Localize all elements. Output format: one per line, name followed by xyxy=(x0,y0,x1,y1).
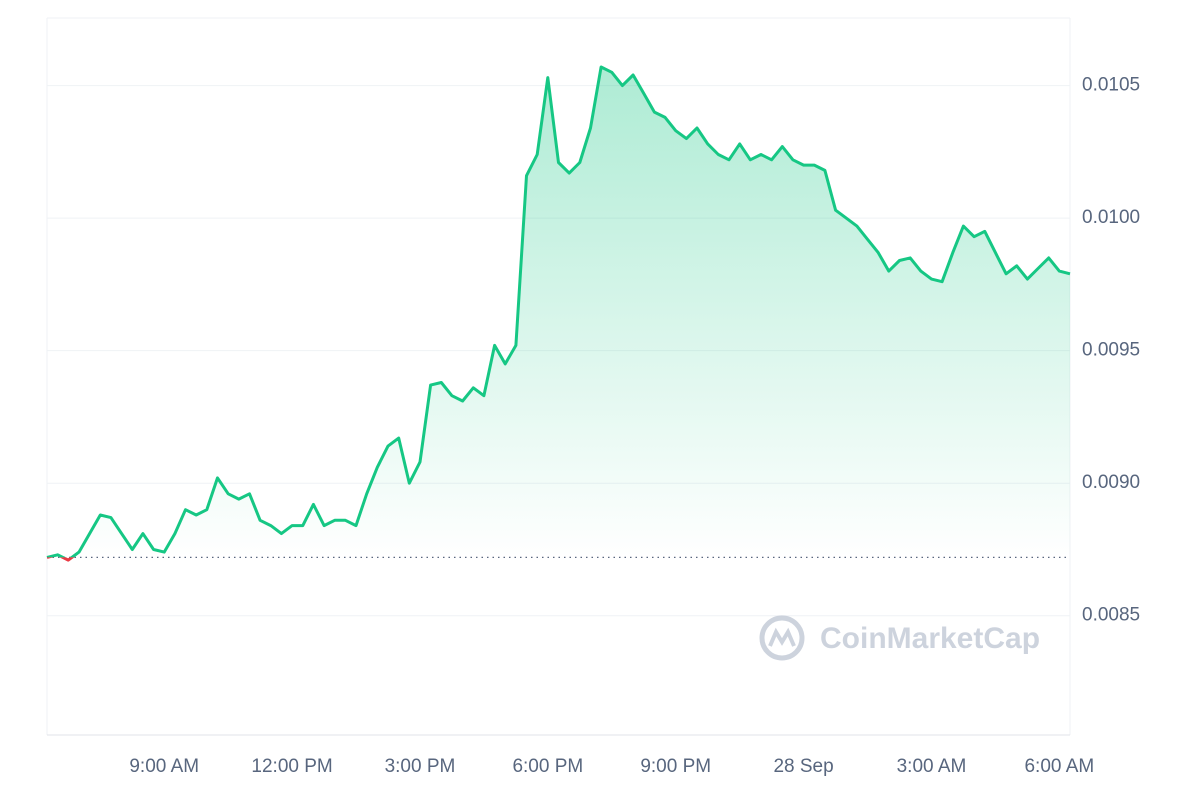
y-tick-label: 0.0090 xyxy=(1082,472,1140,493)
x-tick-label: 12:00 PM xyxy=(251,756,332,777)
x-tick-label: 9:00 PM xyxy=(640,756,711,777)
x-tick-label: 3:00 AM xyxy=(897,756,967,777)
y-tick-label: 0.0100 xyxy=(1082,207,1140,228)
price-line xyxy=(46,65,1071,558)
watermark-logo-mark xyxy=(768,627,796,647)
x-tick-label: 6:00 PM xyxy=(512,756,583,777)
x-tick-label: 3:00 PM xyxy=(385,756,456,777)
x-tick-label: 28 Sep xyxy=(773,756,833,777)
x-tick-label: 6:00 AM xyxy=(1024,756,1094,777)
watermark-logo xyxy=(759,615,805,661)
price-area xyxy=(47,67,1070,558)
watermark: CoinMarketCap xyxy=(759,615,1040,661)
y-tick-label: 0.0095 xyxy=(1082,340,1140,361)
x-tick-label: 9:00 AM xyxy=(129,756,199,777)
y-tick-label: 0.0085 xyxy=(1082,605,1140,626)
plot-frame xyxy=(46,17,1071,736)
y-tick-label: 0.0105 xyxy=(1082,75,1140,96)
watermark-text: CoinMarketCap xyxy=(820,622,1040,655)
